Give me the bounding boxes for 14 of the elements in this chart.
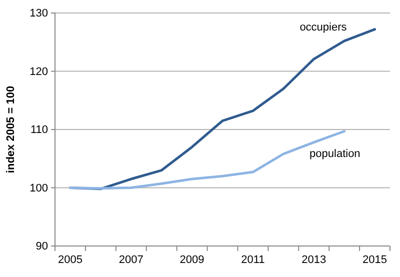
- y-tick-label: 100: [30, 182, 48, 194]
- y-tick-label: 90: [36, 240, 48, 253]
- x-tick-label: 2007: [118, 254, 144, 266]
- x-tick-label: 2015: [362, 254, 388, 266]
- y-tick-label: 110: [30, 124, 48, 136]
- y-tick-label: 130: [30, 8, 48, 20]
- y-axis-title: index 2005 = 100: [5, 86, 17, 174]
- series-label: population: [310, 148, 360, 160]
- x-tick-label: 2005: [58, 254, 82, 266]
- y-tick-label: 120: [30, 66, 48, 78]
- x-tick-label: 2009: [180, 254, 204, 266]
- x-tick-label: 2011: [241, 254, 265, 266]
- series-label: occupiers: [300, 21, 348, 34]
- x-tick-label: 2013: [302, 254, 326, 266]
